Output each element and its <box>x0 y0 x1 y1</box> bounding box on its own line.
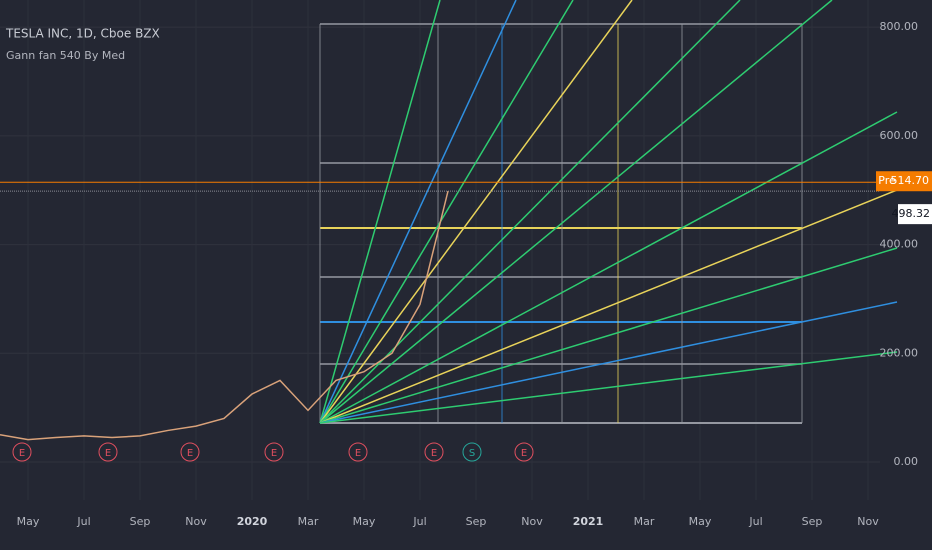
x-tick-label: Sep <box>802 515 823 528</box>
event-marker <box>348 442 368 462</box>
price-tag-label: 514.70 <box>891 174 930 187</box>
chart-title: TESLA INC, 1D, Cboe BZX <box>5 27 160 41</box>
x-tick-label: Jul <box>748 515 762 528</box>
x-tick-label: Sep <box>466 515 487 528</box>
event-label: E <box>19 448 25 459</box>
gann-line <box>319 0 517 424</box>
gann-fan <box>319 0 898 424</box>
event-label: E <box>187 448 193 459</box>
x-tick-label: Nov <box>857 515 879 528</box>
x-tick-label: Nov <box>521 515 543 528</box>
price-tag-box <box>876 171 932 192</box>
gann-line <box>319 0 633 424</box>
event-marker <box>462 442 482 462</box>
event-marker <box>264 442 284 462</box>
gann-line <box>319 189 898 424</box>
event-label: E <box>105 448 111 459</box>
event-label: E <box>431 448 437 459</box>
x-tick-label: Nov <box>185 515 207 528</box>
event-label: S <box>469 448 475 459</box>
event-label: E <box>521 448 527 459</box>
marks <box>0 181 880 441</box>
x-tick-label: Sep <box>130 515 151 528</box>
y-tick-label: 200.00 <box>880 346 919 359</box>
gann-line <box>319 0 574 424</box>
y-tick-label: 400.00 <box>880 238 919 251</box>
x-tick-label: May <box>353 515 376 528</box>
x-tick-label: Mar <box>634 515 655 528</box>
event-marker <box>424 442 444 462</box>
gann-line <box>319 301 898 424</box>
x-tick-label: Mar <box>298 515 319 528</box>
price-line-series <box>0 190 449 441</box>
y-tick-label: 0.00 <box>894 455 919 468</box>
y-tick-label: 600.00 <box>880 129 919 142</box>
x-tick-label: 2021 <box>573 515 604 528</box>
event-marker <box>98 442 118 462</box>
event-marker <box>180 442 200 462</box>
y-tick-label: 800.00 <box>880 20 919 33</box>
x-tick-label: Jul <box>76 515 90 528</box>
gann-line <box>319 0 741 424</box>
event-label: E <box>355 448 361 459</box>
event-marker <box>12 442 32 462</box>
x-tick-label: May <box>17 515 40 528</box>
price-tag-name: Pre <box>878 174 896 187</box>
gann-line <box>319 0 441 424</box>
event-label: E <box>271 448 277 459</box>
price-tag-box <box>898 204 932 225</box>
event-marker <box>514 442 534 462</box>
x-tick-label: Jul <box>412 515 426 528</box>
gann-line <box>319 111 898 424</box>
chart-subtitle: Gann fan 540 By Med <box>6 49 125 62</box>
gann-line <box>319 247 898 424</box>
gann-line <box>319 351 898 424</box>
grid <box>0 26 880 463</box>
price-tag-label: 498.32 <box>892 207 931 220</box>
gann-line <box>319 0 833 424</box>
x-tick-label: May <box>689 515 712 528</box>
x-tick-label: 2020 <box>237 515 268 528</box>
